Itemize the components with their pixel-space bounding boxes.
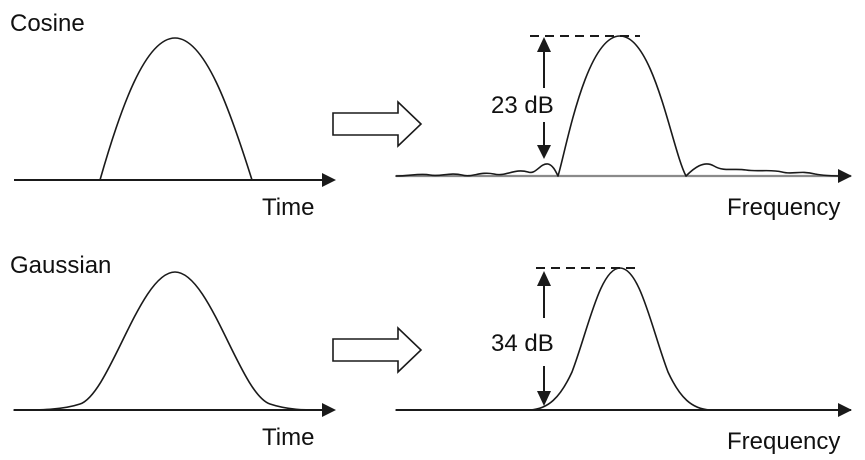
cosine-transform-arrow-icon xyxy=(332,100,423,148)
cosine-time-axis-label: Time xyxy=(262,194,314,221)
gaussian-measure-down-arrowhead xyxy=(537,391,551,406)
cosine-time-pulse xyxy=(99,37,253,181)
cosine-frequency-axis-label: Frequency xyxy=(727,194,840,221)
cosine-window-label: Cosine xyxy=(10,10,85,37)
cosine-measure-down-arrowhead xyxy=(537,145,551,159)
gaussian-measure-up-arrowhead xyxy=(537,271,551,286)
cosine-spectrum-curve xyxy=(395,35,846,177)
gaussian-row: Gaussian Time 34 dB Frequency xyxy=(10,252,852,455)
gaussian-transform-arrow-icon xyxy=(332,326,423,374)
cosine-time-axis-arrowhead xyxy=(322,173,336,187)
cosine-measure-up-arrowhead xyxy=(537,37,551,52)
gaussian-time-pulse xyxy=(13,271,321,411)
gaussian-spectrum-curve xyxy=(395,267,846,411)
cosine-row: Cosine Time 23 dB Frequency xyxy=(10,10,852,221)
gaussian-time-axis-arrowhead xyxy=(322,403,336,417)
gaussian-sidelobe-level-label: 34 dB xyxy=(491,330,554,357)
gaussian-window-label: Gaussian xyxy=(10,252,111,279)
cosine-sidelobe-level-label: 23 dB xyxy=(491,92,554,119)
gaussian-time-axis-label: Time xyxy=(262,424,314,451)
gaussian-frequency-axis-label: Frequency xyxy=(727,428,840,455)
